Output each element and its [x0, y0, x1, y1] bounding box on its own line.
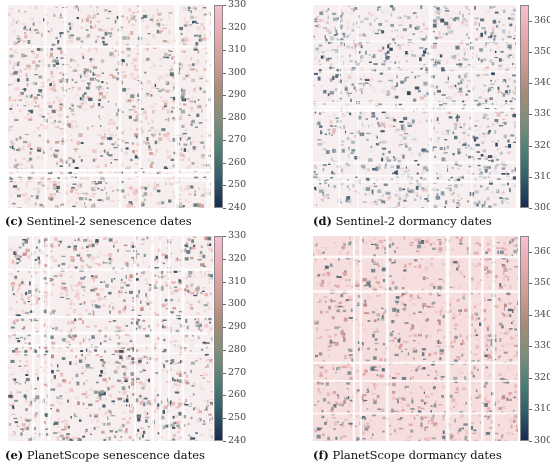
colorbar-tickmark [223, 373, 226, 374]
colorbar-tick-label: 310 [534, 171, 550, 182]
colorbar-tickmark [223, 208, 226, 209]
caption-c: (c) Sentinel-2 senescence dates [5, 214, 192, 228]
map-image-f [313, 236, 518, 441]
colorbar-tick-label: 290 [228, 89, 247, 100]
colorbar-tick-label: 240 [228, 435, 247, 446]
map-texture [313, 5, 516, 208]
colorbar-tickmark [529, 21, 532, 22]
colorbar-tickmark [529, 146, 532, 147]
caption-e: (e) PlanetScope senescence dates [5, 448, 205, 462]
colorbar-tickmark [223, 327, 226, 328]
colorbar-c [214, 5, 223, 208]
colorbar-tick-label: 330 [228, 0, 247, 10]
colorbar-tick-label: 310 [228, 44, 247, 55]
caption-letter-d: (d) [313, 214, 332, 228]
colorbar-tick-label: 350 [534, 46, 550, 57]
colorbar-tickmark [223, 118, 226, 119]
caption-text-d: Sentinel-2 dormancy dates [335, 214, 492, 228]
colorbar-tick-label: 260 [228, 157, 247, 168]
caption-letter-e: (e) [5, 448, 24, 462]
colorbar-tickmark [223, 73, 226, 74]
colorbar-tick-label: 240 [228, 202, 247, 213]
colorbar-tick-label: 290 [228, 321, 247, 332]
colorbar-tickmark [529, 208, 532, 209]
colorbar-tickmark [529, 441, 532, 442]
colorbar-tickmark [529, 114, 532, 115]
colorbar-tickmark [223, 418, 226, 419]
colorbar-tick-label: 330 [228, 230, 247, 241]
colorbar-tickmark [223, 5, 226, 6]
colorbar-tick-label: 270 [228, 367, 247, 378]
map-image-c [8, 5, 211, 208]
colorbar-tickmark [223, 259, 226, 260]
map-image-d [313, 5, 516, 208]
caption-text-c: Sentinel-2 senescence dates [26, 214, 192, 228]
colorbar-tick-label: 320 [534, 372, 550, 383]
colorbar-tickmark [223, 50, 226, 51]
colorbar-tickmark [223, 304, 226, 305]
colorbar-tick-label: 300 [534, 435, 550, 446]
colorbar-tickmark [223, 140, 226, 141]
colorbar-tickmark [223, 236, 226, 237]
colorbar-tickmark [529, 409, 532, 410]
colorbar-tick-label: 340 [534, 309, 550, 320]
caption-letter-c: (c) [5, 214, 23, 228]
colorbar-tick-label: 250 [228, 179, 247, 190]
colorbar-tickmark [223, 163, 226, 164]
colorbar-f [520, 236, 529, 441]
map-texture [8, 5, 211, 208]
colorbar-tickmark [529, 52, 532, 53]
colorbar-tickmark [223, 441, 226, 442]
colorbar-tick-label: 280 [228, 112, 247, 123]
colorbar-tickmark [223, 185, 226, 186]
colorbar-tickmark [529, 346, 532, 347]
colorbar-tickmark [223, 350, 226, 351]
colorbar-tick-label: 270 [228, 134, 247, 145]
colorbar-tick-label: 310 [534, 403, 550, 414]
colorbar-tickmark [529, 177, 532, 178]
colorbar-tick-label: 350 [534, 277, 550, 288]
map-image-e [8, 236, 213, 441]
colorbar-tick-label: 330 [534, 340, 550, 351]
colorbar-tick-label: 260 [228, 389, 247, 400]
map-texture [8, 236, 213, 441]
colorbar-tick-label: 360 [534, 15, 550, 26]
colorbar-tickmark [529, 315, 532, 316]
colorbar-tick-label: 280 [228, 344, 247, 355]
colorbar-tickmark [529, 378, 532, 379]
colorbar-tick-label: 320 [534, 140, 550, 151]
colorbar-tick-label: 330 [534, 108, 550, 119]
colorbar-tick-label: 320 [228, 22, 247, 33]
colorbar-d [520, 5, 529, 208]
colorbar-tickmark [529, 283, 532, 284]
caption-text-f: PlanetScope dormancy dates [332, 448, 502, 462]
colorbar-tick-label: 300 [228, 67, 247, 78]
colorbar-e [214, 236, 223, 441]
colorbar-tick-label: 300 [534, 202, 550, 213]
caption-d: (d) Sentinel-2 dormancy dates [313, 214, 492, 228]
caption-f: (f) PlanetScope dormancy dates [313, 448, 502, 462]
caption-text-e: PlanetScope senescence dates [26, 448, 205, 462]
colorbar-tick-label: 310 [228, 276, 247, 287]
colorbar-tickmark [223, 28, 226, 29]
colorbar-tick-label: 320 [228, 253, 247, 264]
map-texture [313, 236, 518, 441]
colorbar-tickmark [529, 252, 532, 253]
colorbar-tick-label: 300 [228, 298, 247, 309]
caption-letter-f: (f) [313, 448, 329, 462]
colorbar-tickmark [223, 95, 226, 96]
colorbar-tick-label: 250 [228, 412, 247, 423]
colorbar-tickmark [223, 282, 226, 283]
colorbar-tickmark [529, 83, 532, 84]
colorbar-tickmark [223, 395, 226, 396]
colorbar-tick-label: 360 [534, 246, 550, 257]
colorbar-tick-label: 340 [534, 77, 550, 88]
